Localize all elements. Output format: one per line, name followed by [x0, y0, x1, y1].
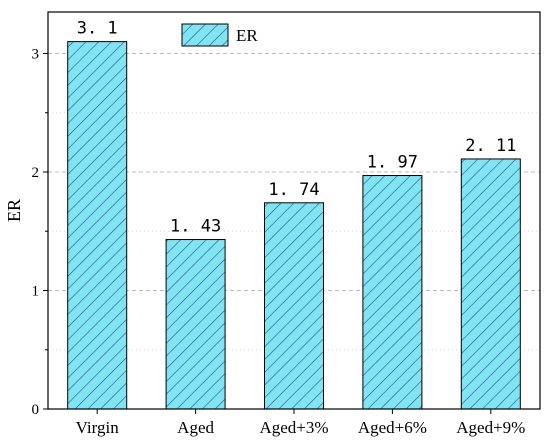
data-label: 3. 1	[77, 19, 118, 39]
x-tick-label: Aged	[177, 418, 214, 437]
data-label: 2. 11	[465, 136, 516, 156]
axes: Virgin Aged Aged+3% Aged+6% Aged+9% 0 1 2 3	[32, 11, 541, 437]
x-tick-label: Aged+9%	[456, 418, 525, 437]
y-tick-label: 0	[32, 402, 40, 418]
bar-aged-9-	[460, 158, 521, 410]
data-label: 1. 74	[268, 180, 319, 200]
plot-frame	[47, 11, 541, 410]
legend-label-er: ER	[236, 26, 258, 45]
y-tick-label: 1	[32, 283, 40, 299]
x-tick-label: Aged+3%	[259, 418, 328, 437]
bar-aged	[165, 239, 226, 410]
data-label: 1. 43	[170, 217, 221, 237]
bar-aged-3-	[264, 202, 324, 410]
x-tick-label: Virgin	[76, 418, 120, 437]
x-tick-label: Aged+6%	[358, 418, 427, 437]
y-tick-label: 3	[32, 46, 40, 62]
bars: 3. 1 1. 43 1. 74 1. 97 2. 11	[67, 19, 521, 410]
legend: ER	[181, 23, 258, 47]
bar-aged-6-	[362, 175, 423, 410]
bar-virgin	[67, 41, 128, 410]
legend-swatch-er	[181, 23, 229, 47]
y-axis-label: ER	[4, 199, 24, 222]
data-label: 1. 97	[367, 153, 418, 173]
y-tick-label: 2	[32, 165, 40, 181]
